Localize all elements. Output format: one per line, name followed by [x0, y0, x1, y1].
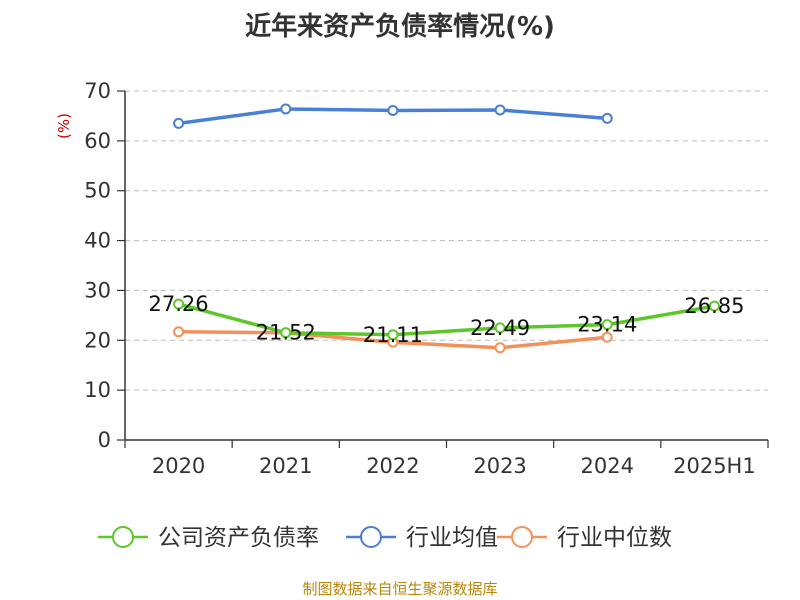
- data-label-2022: 21.11: [363, 323, 423, 347]
- series-0-point-2024: [601, 319, 613, 331]
- y-tick-label-70: 70: [84, 79, 111, 103]
- series-1-point-2023: [494, 104, 506, 116]
- legend-label-2: 行业中位数: [557, 525, 672, 551]
- legend-marker-0: [112, 526, 134, 548]
- data-label-2021: 21.52: [256, 321, 316, 345]
- series-line-0: [178, 302, 715, 337]
- series-0-point-2023: [494, 322, 506, 334]
- x-tick-label-2020: 2020: [152, 454, 205, 478]
- series-2-point-2020: [173, 326, 185, 338]
- data-label-2023: 22.49: [470, 316, 530, 340]
- data-label-2024: 23.14: [577, 313, 637, 337]
- series-1-point-2021: [280, 103, 292, 115]
- x-tick-label-2022: 2022: [366, 454, 419, 478]
- y-tick-label-30: 30: [84, 278, 111, 302]
- source-note: 制图数据来自恒生聚源数据库: [302, 580, 498, 598]
- y-tick-label-0: 0: [98, 428, 111, 452]
- data-label-2025H1: 26.85: [684, 294, 744, 318]
- x-tick-label-2024: 2024: [581, 454, 634, 478]
- series-1-point-2022: [387, 104, 399, 116]
- series-1-point-2024: [601, 112, 613, 124]
- y-tick-label-50: 50: [84, 179, 111, 203]
- data-label-2020: 27.26: [149, 292, 209, 316]
- legend-marker-2: [511, 526, 533, 548]
- y-tick-label-40: 40: [84, 229, 111, 253]
- legend-marker-1: [360, 526, 382, 548]
- y-axis-unit-label: (%): [55, 113, 73, 139]
- legend-label-0: 公司资产负债率: [158, 525, 319, 551]
- series-2-point-2024: [601, 331, 613, 343]
- axes: 0 10 20 30 40 50 60 70 (%) 2020 2021 2022 2023 2024 20…: [55, 79, 769, 478]
- x-tick-label-2023: 2023: [473, 454, 526, 478]
- y-tick-label-10: 10: [84, 378, 111, 402]
- series-2-point-2023: [494, 342, 506, 354]
- series-0-point-2025H1: [708, 300, 720, 312]
- x-tick-label-2025H1: 2025H1: [673, 454, 756, 478]
- series-1-point-2020: [173, 117, 185, 129]
- series-layer: [173, 103, 720, 354]
- data-labels: 27.26 21.52 21.11 22.49 23.14 26.85: [149, 292, 745, 347]
- chart-title: 近年来资产负债率情况(%): [245, 12, 555, 42]
- series-0-point-2021: [280, 327, 292, 339]
- legend-label-1: 行业均值: [406, 525, 498, 551]
- gridlines: [125, 90, 768, 391]
- legend: 公司资产负债率 行业均值 行业中位数: [98, 525, 672, 551]
- y-tick-label-60: 60: [84, 129, 111, 153]
- series-0-point-2022: [387, 329, 399, 341]
- y-tick-label-20: 20: [84, 328, 111, 352]
- x-tick-label-2021: 2021: [259, 454, 312, 478]
- series-0-point-2020: [173, 298, 185, 310]
